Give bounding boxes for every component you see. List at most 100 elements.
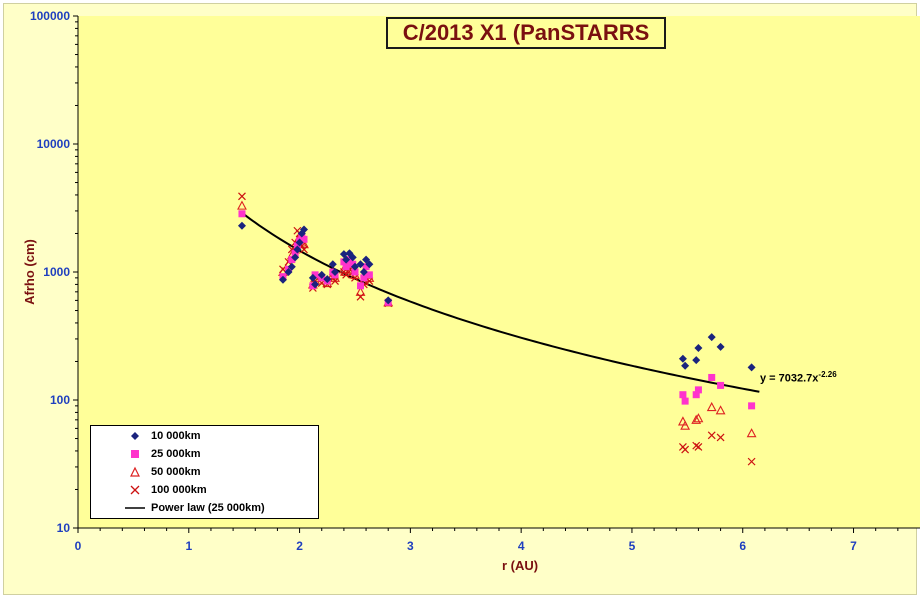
data-point-10000km [681,361,690,370]
data-point-100000km [747,457,756,466]
y-axis-title: Afrho (cm) [22,239,37,305]
data-point-10000km [323,275,332,284]
data-point-10000km [356,260,365,269]
data-point-10000km [365,260,374,269]
data-point-25000km [681,397,689,405]
y-tick-label: 1000 [43,265,70,279]
data-point-100000km [707,431,716,440]
legend-label-25000km: 25 000km [151,448,201,460]
legend-label-50000km: 50 000km [151,466,201,478]
x-tick-label: 1 [185,539,192,553]
legend-item-25000km: 25 000km [91,445,201,463]
data-point-50000km [706,401,717,412]
legend: 10 000km 25 000km 50 000km 100 000km Pow… [90,425,319,519]
y-tick-label: 10 [57,521,71,535]
data-point-25000km [238,210,246,218]
data-point-100000km [300,245,308,254]
chart-title: C/2013 X1 (PanSTARRS [402,20,650,45]
data-point-100000km [692,441,701,450]
x-tick-label: 7 [850,539,857,553]
y-tick-label: 100 [50,393,70,407]
data-point-10000km [339,250,348,259]
data-point-10000km [328,260,337,269]
data-point-100000km [351,273,359,282]
data-point-25000km [342,263,350,271]
data-point-10000km [237,221,246,230]
data-point-10000km [350,262,359,271]
data-point-10000km [359,268,368,276]
x-tick-label: 6 [739,539,746,553]
data-point-25000km [349,260,357,268]
data-point-25000km [708,373,716,381]
x-axis-title: r (AU) [502,558,538,573]
legend-triangle-marker [130,466,140,477]
data-point-50000km [693,413,704,423]
x-tick-label: 2 [296,539,303,553]
y-tick-label: 10000 [37,137,71,151]
data-point-50000km [237,200,247,210]
data-point-10000km [716,342,725,351]
legend-item-power-law: Power law (25 000km) [91,499,265,517]
fit-equation-exponent: -2.26 [818,370,837,379]
data-point-10000km [300,225,309,234]
data-point-10000km [678,354,687,363]
legend-square-marker [131,450,139,458]
data-point-10000km [747,363,756,372]
data-point-100000km [681,445,690,454]
data-point-10000km [348,253,357,262]
legend-label-power-law: Power law (25 000km) [151,502,265,514]
fit-equation-prefix: y = 7032.7x [760,372,819,385]
data-point-10000km [692,356,701,365]
data-point-25000km [291,249,299,257]
data-point-10000km [291,253,300,262]
data-point-50000km [691,414,702,424]
data-point-50000km [746,428,757,438]
data-point-100000km [356,292,365,301]
data-point-10000km [384,296,393,305]
data-point-25000km [357,282,365,290]
data-point-10000km [342,255,351,264]
data-point-100000km [238,192,246,201]
fit-equation: y = 7032.7x-2.26 [760,370,837,385]
legend-item-10000km: 10 000km [91,427,201,445]
data-point-50000km [715,405,726,415]
legend-item-50000km: 50 000km [91,463,201,481]
data-point-25000km [360,274,368,282]
data-point-10000km [295,238,304,247]
data-point-50000km [355,286,366,296]
x-tick-label: 3 [407,539,414,553]
legend-label-100000km: 100 000km [151,484,207,496]
legend-diamond-marker [131,432,139,440]
data-point-25000km [300,235,308,243]
data-point-100000km [331,277,339,285]
data-point-10000km [317,270,326,279]
data-point-10000km [278,275,287,284]
data-point-10000km [293,245,302,254]
legend-item-100000km: 100 000km [91,481,207,499]
data-point-25000km [311,271,319,279]
x-tick-label: 0 [75,539,82,553]
data-point-25000km [692,391,700,399]
chart-title-box: C/2013 X1 (PanSTARRS [386,17,666,49]
data-point-10000km [331,268,340,276]
legend-label-10000km: 10 000km [151,430,201,442]
data-point-25000km [748,402,756,410]
data-point-25000km [340,258,348,266]
data-point-10000km [308,273,317,282]
x-tick-label: 5 [629,539,636,553]
data-point-10000km [287,262,296,271]
data-point-25000km [694,386,702,394]
legend-line-marker [125,507,145,509]
y-tick-label: 100000 [30,9,70,23]
data-point-25000km [362,263,370,271]
data-point-25000km [365,271,373,279]
data-point-100000km [716,433,725,442]
data-point-25000km [351,268,359,276]
data-point-50000km [680,420,691,430]
data-point-100000km [342,270,351,279]
data-point-25000km [679,391,687,399]
x-tick-label: 4 [518,539,525,553]
data-point-10000km [284,268,293,276]
power-law-fit-line [241,212,760,393]
data-point-10000km [707,333,716,342]
